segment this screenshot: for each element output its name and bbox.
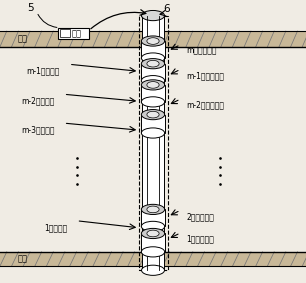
- Text: 1号测量组: 1号测量组: [44, 223, 67, 232]
- Bar: [141, 115, 165, 133]
- Text: 5: 5: [27, 3, 34, 14]
- Ellipse shape: [141, 228, 165, 239]
- Ellipse shape: [147, 111, 159, 118]
- Ellipse shape: [141, 128, 165, 138]
- Text: m-2号测量组: m-2号测量组: [21, 97, 54, 106]
- Ellipse shape: [147, 38, 159, 44]
- Ellipse shape: [147, 82, 159, 88]
- Bar: [0, 252, 306, 266]
- Text: 6: 6: [163, 4, 170, 14]
- Text: m-1号测量单元: m-1号测量单元: [187, 71, 225, 80]
- Ellipse shape: [141, 59, 165, 69]
- Text: 基岩: 基岩: [18, 254, 28, 263]
- Text: m-2号测量单元: m-2号测量单元: [187, 101, 225, 110]
- Ellipse shape: [141, 36, 165, 46]
- Text: 主机: 主机: [72, 29, 81, 38]
- Ellipse shape: [141, 247, 165, 257]
- Text: 1号测量单元: 1号测量单元: [187, 235, 215, 244]
- Ellipse shape: [141, 204, 165, 215]
- Bar: [141, 64, 165, 81]
- Text: m号测量单元: m号测量单元: [187, 46, 217, 55]
- Ellipse shape: [141, 97, 165, 107]
- Ellipse shape: [141, 53, 165, 63]
- Bar: [139, 16, 168, 270]
- Ellipse shape: [141, 265, 165, 275]
- Ellipse shape: [141, 80, 165, 90]
- Bar: [141, 16, 165, 270]
- Ellipse shape: [141, 221, 165, 231]
- Bar: [141, 85, 165, 102]
- Ellipse shape: [147, 60, 159, 67]
- Bar: [141, 233, 165, 252]
- Bar: [58, 28, 89, 39]
- Ellipse shape: [147, 230, 159, 237]
- Text: 地面: 地面: [18, 35, 28, 43]
- Text: 2号测量单元: 2号测量单元: [187, 212, 215, 221]
- Bar: [141, 209, 165, 226]
- Ellipse shape: [141, 110, 165, 120]
- Ellipse shape: [147, 206, 159, 213]
- Text: m-1号测量组: m-1号测量组: [26, 67, 60, 76]
- Ellipse shape: [141, 10, 165, 21]
- Text: m-3号测量组: m-3号测量组: [21, 126, 54, 135]
- Bar: [0, 31, 306, 47]
- Bar: [60, 29, 70, 37]
- Bar: [141, 41, 165, 58]
- Ellipse shape: [141, 76, 165, 86]
